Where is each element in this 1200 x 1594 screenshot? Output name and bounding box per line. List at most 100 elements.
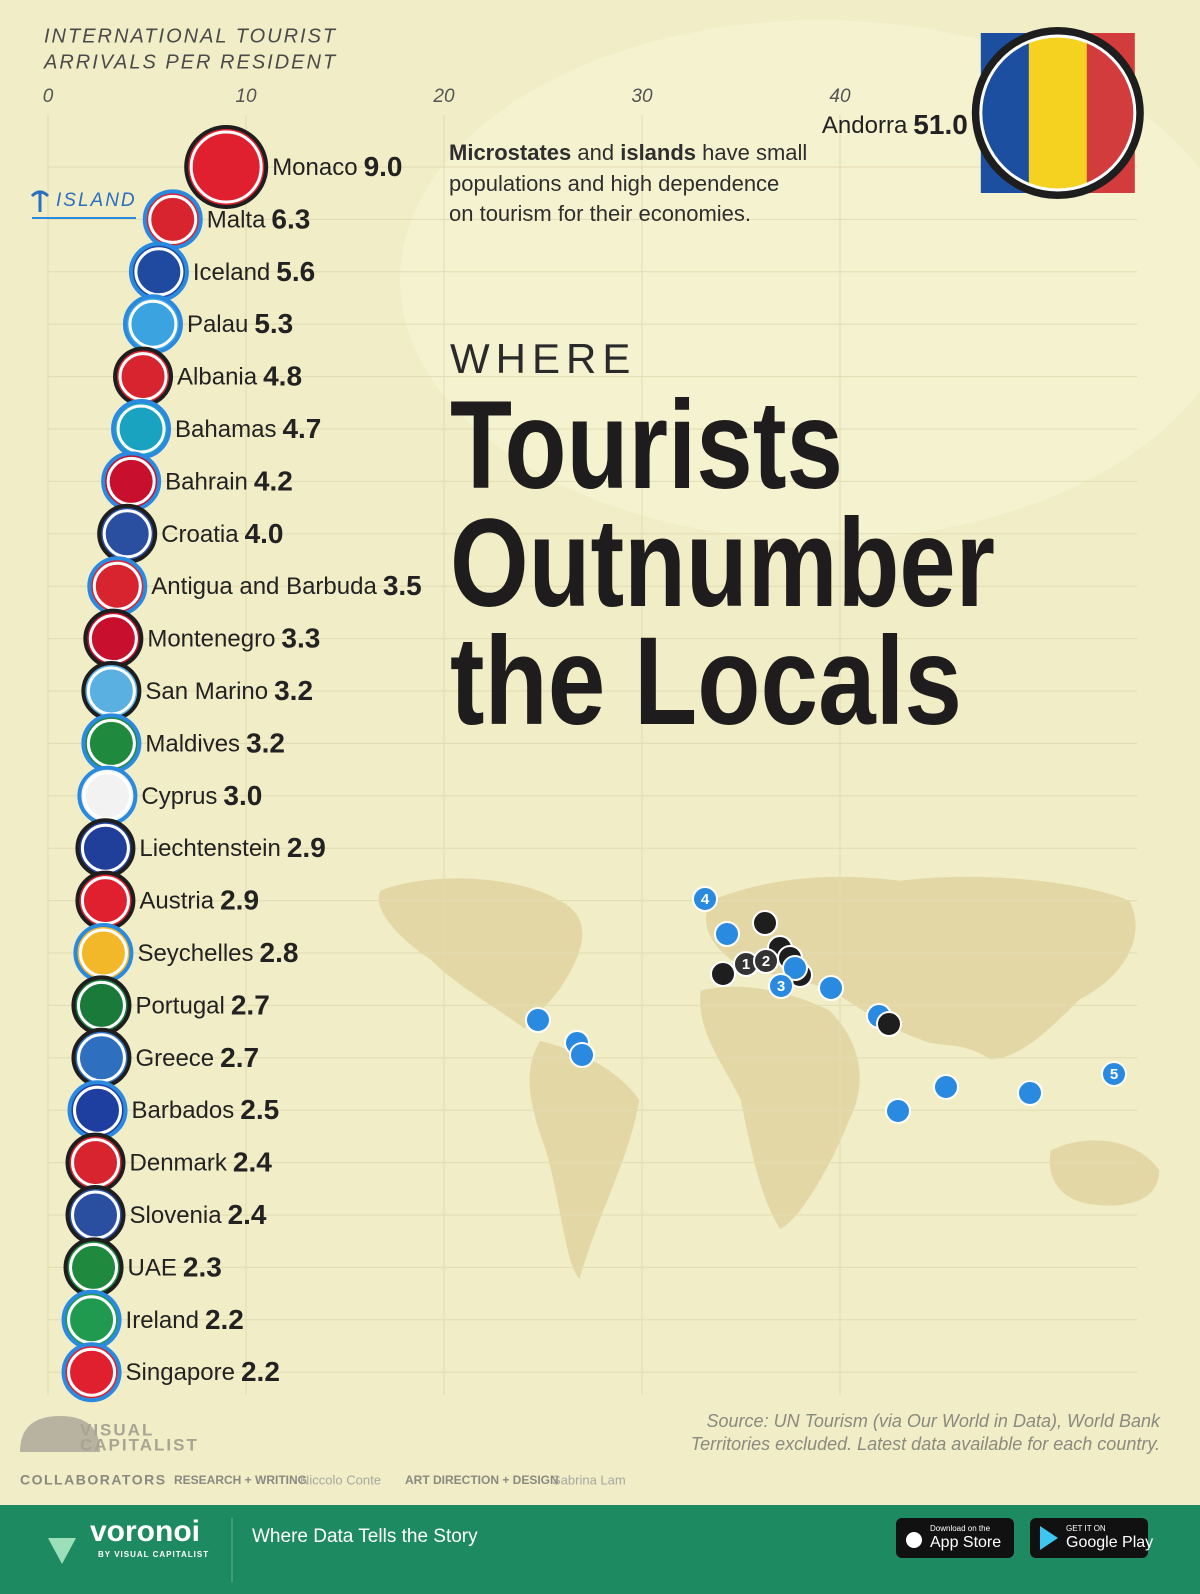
category-label: Liechtenstein bbox=[139, 836, 280, 863]
value-label: 3.5 bbox=[383, 571, 422, 602]
flag-bubble bbox=[87, 556, 148, 617]
flag-bubble bbox=[67, 1080, 128, 1141]
flag-bubble bbox=[83, 608, 144, 669]
bar-label: San Marino 3.2 bbox=[145, 675, 313, 706]
annotation: Microstates and islands have small bbox=[449, 140, 807, 165]
flag-bubble bbox=[73, 923, 134, 983]
google-play-badge[interactable] bbox=[1030, 1518, 1148, 1558]
category-label: Malta bbox=[207, 207, 266, 234]
flag-inner-ring bbox=[979, 34, 1137, 192]
brand: VISUAL bbox=[80, 1420, 154, 1439]
x-tick-label: 20 bbox=[432, 86, 455, 107]
x-tick-label: 40 bbox=[829, 86, 851, 107]
annotation: populations and high dependence bbox=[449, 171, 779, 196]
annotation-part: and bbox=[571, 140, 620, 165]
category-label: San Marino bbox=[145, 678, 268, 705]
bar-label: Singapore 2.2 bbox=[126, 1357, 280, 1388]
category-label: Croatia bbox=[161, 521, 239, 548]
category-label: Seychelles bbox=[137, 940, 253, 967]
flag-bubble bbox=[184, 125, 269, 209]
app-store-badge[interactable] bbox=[896, 1518, 1014, 1558]
bar-label: Seychelles 2.8 bbox=[137, 937, 298, 968]
bar-label: Bahrain 4.2 bbox=[165, 466, 293, 497]
africa bbox=[698, 985, 862, 1231]
map-dot bbox=[818, 975, 844, 1001]
value-label: 2.5 bbox=[240, 1095, 279, 1126]
category-label: Singapore bbox=[126, 1360, 235, 1387]
category-label: Denmark bbox=[130, 1150, 228, 1177]
x-tick-label: 0 bbox=[43, 86, 54, 107]
map-dot bbox=[714, 921, 740, 947]
source: Territories excluded. Latest data availa… bbox=[691, 1434, 1160, 1454]
value-label: 4.7 bbox=[282, 413, 321, 444]
island-icon bbox=[30, 190, 50, 212]
map-dot bbox=[933, 1074, 959, 1100]
flag-bubble bbox=[61, 1342, 122, 1403]
value-label: 4.8 bbox=[263, 361, 302, 392]
axis-title: INTERNATIONAL TOURIST bbox=[44, 25, 337, 47]
map-marker bbox=[1101, 1061, 1127, 1087]
annotation: on tourism for their economies. bbox=[449, 201, 751, 226]
flag-stripe bbox=[980, 33, 1029, 193]
category-label: Greece bbox=[135, 1045, 214, 1072]
value-label: 6.3 bbox=[271, 204, 310, 235]
bar-label: Palau 5.3 bbox=[187, 309, 293, 340]
title: Outnumber bbox=[450, 494, 995, 633]
category-label: Albania bbox=[177, 364, 258, 391]
tagline: Where Data Tells the Story bbox=[252, 1526, 478, 1547]
category-label: Cyprus bbox=[141, 783, 217, 810]
role: RESEARCH + WRITING bbox=[174, 1473, 307, 1487]
flag-inner-ring bbox=[189, 130, 263, 204]
bar-label: Denmark 2.4 bbox=[130, 1147, 273, 1178]
apple-icon bbox=[906, 1532, 922, 1548]
logo: voronoi bbox=[90, 1515, 200, 1548]
flag-bubble bbox=[101, 451, 162, 512]
category-label: Ireland bbox=[126, 1307, 199, 1334]
category-label: Austria bbox=[139, 888, 214, 915]
bar-label: Antigua and Barbuda 3.5 bbox=[151, 571, 421, 602]
flag-bubble bbox=[77, 765, 138, 826]
bar-label: UAE 2.3 bbox=[128, 1252, 222, 1283]
annotation-part: Microstates bbox=[449, 140, 571, 165]
bar-label: Iceland 5.6 bbox=[193, 256, 315, 287]
subtitle: WHERE bbox=[450, 335, 636, 382]
annotation-part: islands bbox=[620, 140, 696, 165]
bar-label: Ireland 2.2 bbox=[126, 1304, 244, 1335]
flag-inner-ring bbox=[128, 299, 178, 349]
category-label: Antigua and Barbuda bbox=[151, 574, 377, 601]
bar-label: Barbados 2.5 bbox=[132, 1095, 280, 1126]
bar-label: Malta 6.3 bbox=[207, 204, 311, 235]
value-label: 5.3 bbox=[254, 309, 293, 340]
map-dot bbox=[782, 955, 808, 981]
name: Niccolo Conte bbox=[300, 1472, 381, 1487]
value-label: 3.2 bbox=[274, 675, 313, 706]
category-label: Maldives bbox=[145, 731, 240, 758]
category-label: Iceland bbox=[193, 259, 270, 286]
badge-large: App Store bbox=[930, 1534, 1001, 1551]
map-marker-label: 4 bbox=[701, 891, 710, 908]
bar-label: Greece 2.7 bbox=[135, 1042, 259, 1073]
annotation-part: have small bbox=[696, 140, 807, 165]
map-dot bbox=[876, 1011, 902, 1037]
name: Sabrina Lam bbox=[552, 1472, 626, 1487]
bar-label: Monaco 9.0 bbox=[272, 151, 402, 182]
value-label: 4.0 bbox=[245, 518, 284, 549]
map-marker-label: 2 bbox=[762, 953, 770, 970]
flag-bubble bbox=[113, 346, 174, 407]
map-dot bbox=[752, 910, 778, 936]
value-label: 2.7 bbox=[220, 1042, 259, 1073]
flag-bubble bbox=[75, 870, 136, 931]
flag-bubble bbox=[75, 818, 136, 879]
flag-bubble bbox=[122, 294, 183, 355]
category-label: Palau bbox=[187, 312, 248, 339]
flag-bubble bbox=[97, 503, 158, 564]
flag-inner-ring bbox=[148, 194, 198, 244]
value-label: 3.0 bbox=[223, 780, 262, 811]
flag-outline bbox=[971, 27, 1144, 199]
value-label: 2.8 bbox=[260, 937, 299, 968]
role: ART DIRECTION + DESIGN bbox=[405, 1473, 559, 1487]
value-label: 2.2 bbox=[241, 1357, 280, 1388]
flag-bubble bbox=[63, 1237, 124, 1298]
source: Source: UN Tourism (via Our World in Dat… bbox=[707, 1411, 1161, 1431]
